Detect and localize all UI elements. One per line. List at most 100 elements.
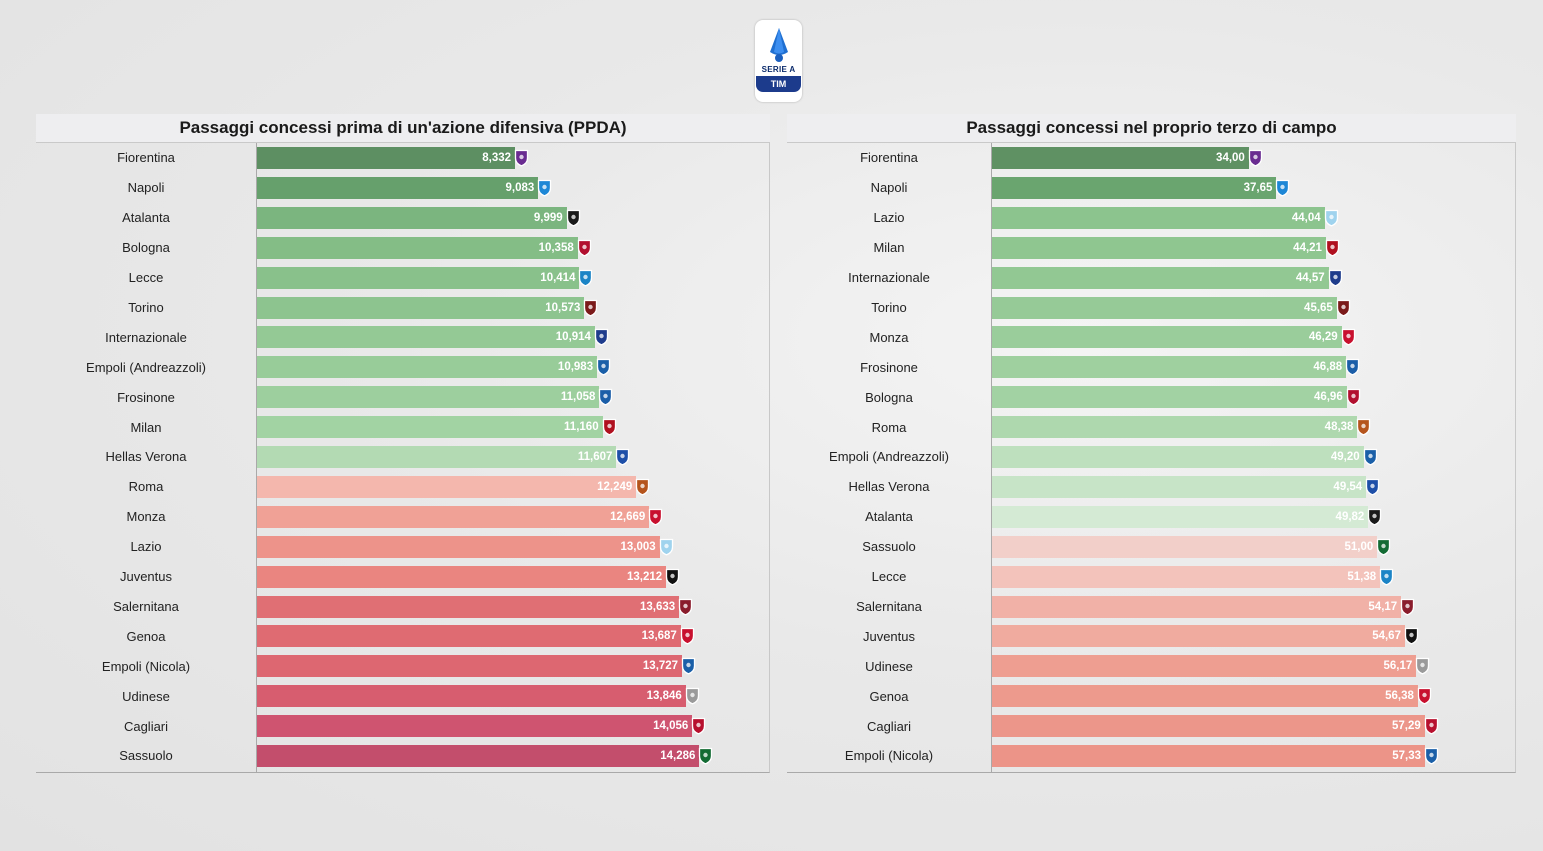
- juventus-crest-icon: [1404, 627, 1419, 645]
- data-label: 46,88: [1313, 361, 1343, 374]
- bar: [992, 475, 1367, 498]
- bar-row: Internazionale 44,57: [787, 263, 1515, 293]
- bar-row: Frosinone 46,88: [787, 352, 1515, 382]
- milan-crest-icon: [1325, 239, 1340, 257]
- bar-row: Napoli 9,083: [36, 173, 769, 203]
- category-label: Sassuolo: [862, 539, 916, 555]
- salernitana-crest-icon: [1400, 598, 1415, 616]
- data-label: 11,607: [577, 451, 613, 463]
- bologna-crest-icon: [1346, 388, 1361, 406]
- bar: [257, 505, 650, 528]
- category-label: Hellas Verona: [105, 449, 187, 465]
- logo-sponsor: TIM: [756, 76, 801, 92]
- bar: [257, 206, 567, 229]
- bar-row: Cagliari 14,056: [36, 711, 769, 741]
- bar-row: Monza 46,29: [787, 322, 1515, 352]
- bar-row: Udinese 56,17: [787, 651, 1515, 681]
- bar: [257, 236, 578, 259]
- bar-row: Napoli 37,65: [787, 173, 1515, 203]
- bar: [992, 685, 1418, 708]
- category-label: Bologna: [122, 240, 170, 256]
- category-label: Empoli (Nicola): [101, 658, 191, 674]
- bar-row: Hellas Verona 49,54: [787, 472, 1515, 502]
- bar-row: Hellas Verona 11,607: [36, 442, 769, 472]
- bar-row: Bologna 10,358: [36, 233, 769, 263]
- bar-row: Frosinone 11,058: [36, 382, 769, 412]
- bar-row: Empoli (Nicola) 13,727: [36, 651, 769, 681]
- chart-plot-area: Fiorentina 8,332 Napoli 9,083 Atalanta 9,999 B…: [36, 143, 770, 773]
- category-label: Milan: [130, 419, 162, 435]
- data-label: 44,21: [1293, 241, 1322, 254]
- bar: [992, 625, 1405, 648]
- roma-crest-icon: [635, 478, 650, 496]
- lazio-crest-icon: [659, 538, 674, 556]
- bar: [992, 147, 1249, 169]
- category-label: Lazio: [873, 210, 905, 226]
- udinese-crest-icon: [685, 687, 700, 705]
- monza-crest-icon: [1341, 328, 1356, 346]
- data-label: 11,058: [560, 391, 596, 404]
- bar: [992, 715, 1425, 738]
- fiorentina-crest-icon: [514, 149, 529, 167]
- bar: [992, 356, 1347, 379]
- category-label: Salernitana: [113, 598, 179, 614]
- cagliari-crest-icon: [691, 717, 706, 735]
- bar-row: Sassuolo 51,00: [787, 532, 1515, 562]
- juventus-crest-icon: [665, 568, 680, 586]
- atalanta-crest-icon: [566, 209, 581, 227]
- monza-crest-icon: [648, 508, 663, 526]
- bar-row: Juventus 54,67: [787, 621, 1515, 651]
- bologna-crest-icon: [577, 239, 592, 257]
- bar: [992, 236, 1326, 259]
- category-label: Torino: [128, 299, 164, 315]
- bar: [257, 685, 686, 708]
- data-label: 13,687: [641, 630, 677, 643]
- data-label: 46,96: [1313, 391, 1343, 404]
- bar: [257, 446, 617, 468]
- bar-row: Milan 11,160: [36, 412, 769, 442]
- category-label: Empoli (Nicola): [844, 748, 934, 764]
- data-label: 49,20: [1330, 451, 1360, 463]
- bar-row: Lazio 44,04: [787, 203, 1515, 233]
- data-label: 49,82: [1335, 510, 1365, 523]
- frosinone-crest-icon: [1345, 358, 1360, 376]
- data-label: 49,54: [1333, 480, 1363, 493]
- data-label: 51,38: [1347, 570, 1377, 583]
- bar: [257, 565, 667, 588]
- category-label: Sassuolo: [119, 748, 173, 764]
- data-label: 37,65: [1243, 181, 1273, 194]
- sassuolo-crest-icon: [1376, 538, 1391, 556]
- data-label: 10,573: [545, 301, 581, 314]
- bar-row: Empoli (Andreazzoli) 10,983: [36, 352, 769, 382]
- bar-row: Roma 48,38: [787, 412, 1515, 442]
- category-label: Milan: [873, 240, 905, 256]
- udinese-crest-icon: [1415, 657, 1430, 675]
- torino-crest-icon: [583, 299, 598, 317]
- bar-row: Atalanta 9,999: [36, 203, 769, 233]
- bar: [257, 655, 683, 678]
- bar-row: Milan 44,21: [787, 233, 1515, 263]
- bar-row: Udinese 13,846: [36, 681, 769, 711]
- category-label: Monza: [869, 329, 909, 345]
- chart-ppda: Passaggi concessi prima di un'azione dif…: [36, 114, 770, 773]
- frosinone-crest-icon: [598, 388, 613, 406]
- bar: [992, 745, 1426, 767]
- data-label: 34,00: [1216, 152, 1245, 164]
- bar-row: Lecce 10,414: [36, 263, 769, 293]
- bar: [257, 176, 539, 199]
- bar-row: Genoa 13,687: [36, 621, 769, 651]
- serie-a-logo: SERIE A TIM: [755, 20, 802, 102]
- category-label: Atalanta: [122, 210, 170, 226]
- lecce-crest-icon: [1379, 568, 1394, 586]
- data-label: 11,160: [564, 421, 599, 434]
- bar: [257, 535, 660, 558]
- verona-crest-icon: [615, 448, 630, 466]
- data-label: 57,33: [1392, 750, 1422, 762]
- data-label: 13,212: [626, 570, 663, 583]
- data-label: 9,083: [505, 181, 535, 194]
- data-label: 44,04: [1291, 211, 1321, 224]
- data-label: 57,29: [1391, 720, 1421, 733]
- bar-row: Roma 12,249: [36, 472, 769, 502]
- y-axis-line: [256, 143, 257, 772]
- salernitana-crest-icon: [678, 598, 693, 616]
